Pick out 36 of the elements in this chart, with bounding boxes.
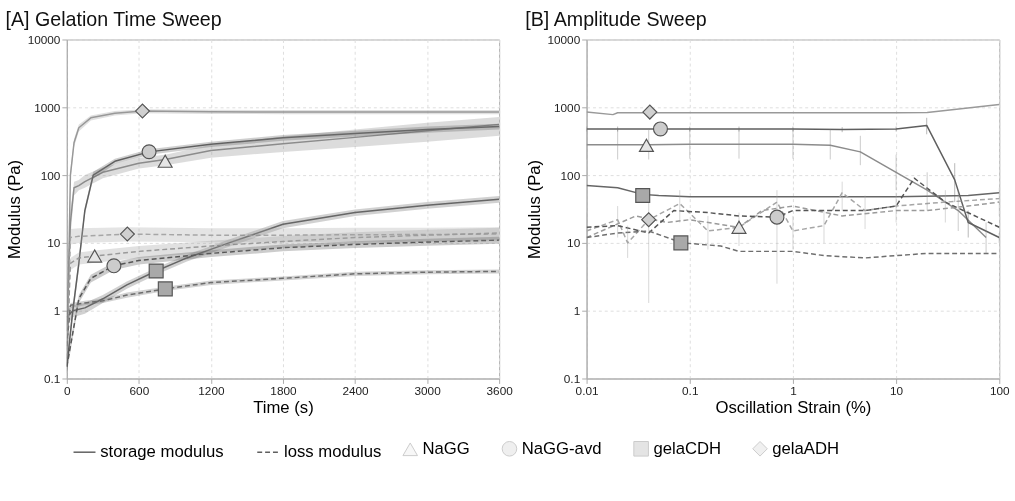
y-tick-label: 1000	[553, 100, 581, 114]
legend-label: gelaADH	[772, 438, 840, 458]
x-tick-label: 0.01	[575, 383, 599, 397]
y-tick-label: 10	[47, 236, 61, 250]
x-tick-label: 3600	[486, 383, 514, 397]
legend-label: NaGG-avd	[521, 438, 602, 458]
chart-title: [B] Amplitude Sweep	[525, 7, 707, 30]
x-tick-label: 600	[129, 383, 150, 397]
x-tick-label: 10	[890, 383, 904, 397]
x-tick-label: 1	[790, 383, 797, 397]
y-tick-label: 1000	[34, 100, 61, 114]
y-tick-label: 1	[53, 304, 61, 318]
y-axis-title: Modulus (Pa)	[4, 159, 24, 260]
x-tick-label: 1800	[270, 383, 298, 397]
y-tick-label: 1	[573, 304, 581, 318]
x-axis-title: Oscillation Strain (%)	[715, 398, 872, 418]
y-tick-label: 10000	[27, 32, 61, 46]
y-tick-label: 100	[40, 168, 61, 182]
y-axis-title: Modulus (Pa)	[524, 159, 544, 260]
x-tick-label: 100	[989, 383, 1011, 397]
legend-label: gelaCDH	[653, 438, 722, 458]
legend-label: storage modulus	[100, 442, 224, 462]
x-tick-label: 0	[64, 383, 72, 397]
x-tick-label: 3000	[414, 383, 442, 397]
y-tick-label: 10	[567, 236, 581, 250]
y-tick-label: 10000	[547, 32, 581, 46]
x-axis-title: Time (s)	[253, 398, 314, 418]
chart-title: [A] Gelation Time Sweep	[5, 7, 222, 30]
y-tick-label: 0.1	[44, 371, 61, 385]
legend-label: NaGG	[422, 439, 470, 459]
x-tick-label: 2400	[342, 383, 370, 397]
y-tick-label: 100	[560, 168, 581, 182]
x-tick-label: 0.1	[682, 383, 699, 397]
y-tick-label: 0.1	[563, 371, 581, 385]
legend-label: loss modulus	[283, 442, 382, 462]
x-tick-label: 1200	[198, 383, 225, 397]
